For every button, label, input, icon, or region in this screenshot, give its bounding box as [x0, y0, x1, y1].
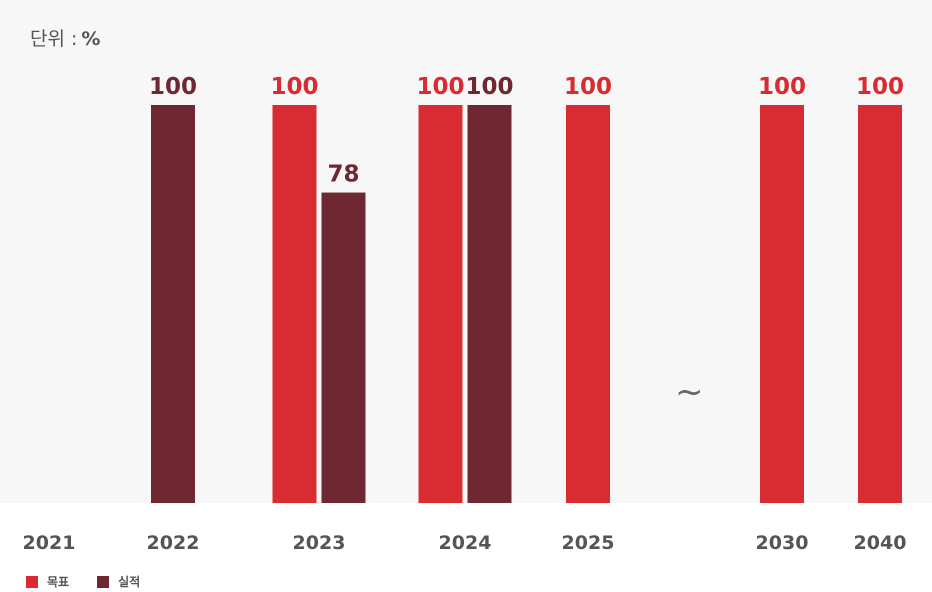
data-label-actual-2023: 78 [327, 162, 359, 188]
axis-break-marker: ~ [675, 372, 704, 412]
unit-label-value: % [81, 28, 101, 50]
data-label-target-2023: 100 [270, 74, 318, 100]
data-label-actual-2024: 100 [465, 74, 513, 100]
bar-target-2040 [858, 105, 902, 503]
legend: 목표 실적 [26, 573, 168, 590]
bar-target-2023 [272, 105, 317, 503]
x-tick-label-2021: 2021 [23, 532, 76, 554]
legend-swatch-actual [97, 575, 110, 588]
unit-label: 단위 : % [30, 24, 100, 51]
x-tick-label-2040: 2040 [854, 532, 907, 554]
bar-actual-2024 [467, 105, 512, 503]
data-label-target-2030: 100 [758, 74, 806, 100]
x-tick-label-2030: 2030 [756, 532, 809, 554]
unit-label-text: 단위 : [30, 28, 78, 50]
bar-actual-2023 [321, 192, 366, 503]
data-label-target-2024: 100 [416, 74, 464, 100]
x-tick-label-2024: 2024 [439, 532, 492, 554]
bar-target-2030 [760, 105, 804, 503]
x-tick-label-2025: 2025 [562, 532, 615, 554]
bar-target-2025 [566, 105, 610, 503]
legend-label-target: 목표 [47, 575, 70, 589]
data-label-actual-2022: 100 [149, 74, 197, 100]
legend-item-target: 목표 [26, 573, 69, 590]
legend-swatch-target [26, 575, 38, 588]
data-label-target-2040: 100 [856, 74, 904, 100]
legend-item-actual: 실적 [97, 573, 140, 590]
legend-label-actual: 실적 [118, 575, 141, 589]
x-tick-label-2022: 2022 [147, 532, 200, 554]
bar-actual-2022 [151, 105, 195, 503]
data-label-target-2025: 100 [564, 74, 612, 100]
x-tick-label-2023: 2023 [293, 532, 346, 554]
bar-target-2024 [418, 105, 463, 503]
